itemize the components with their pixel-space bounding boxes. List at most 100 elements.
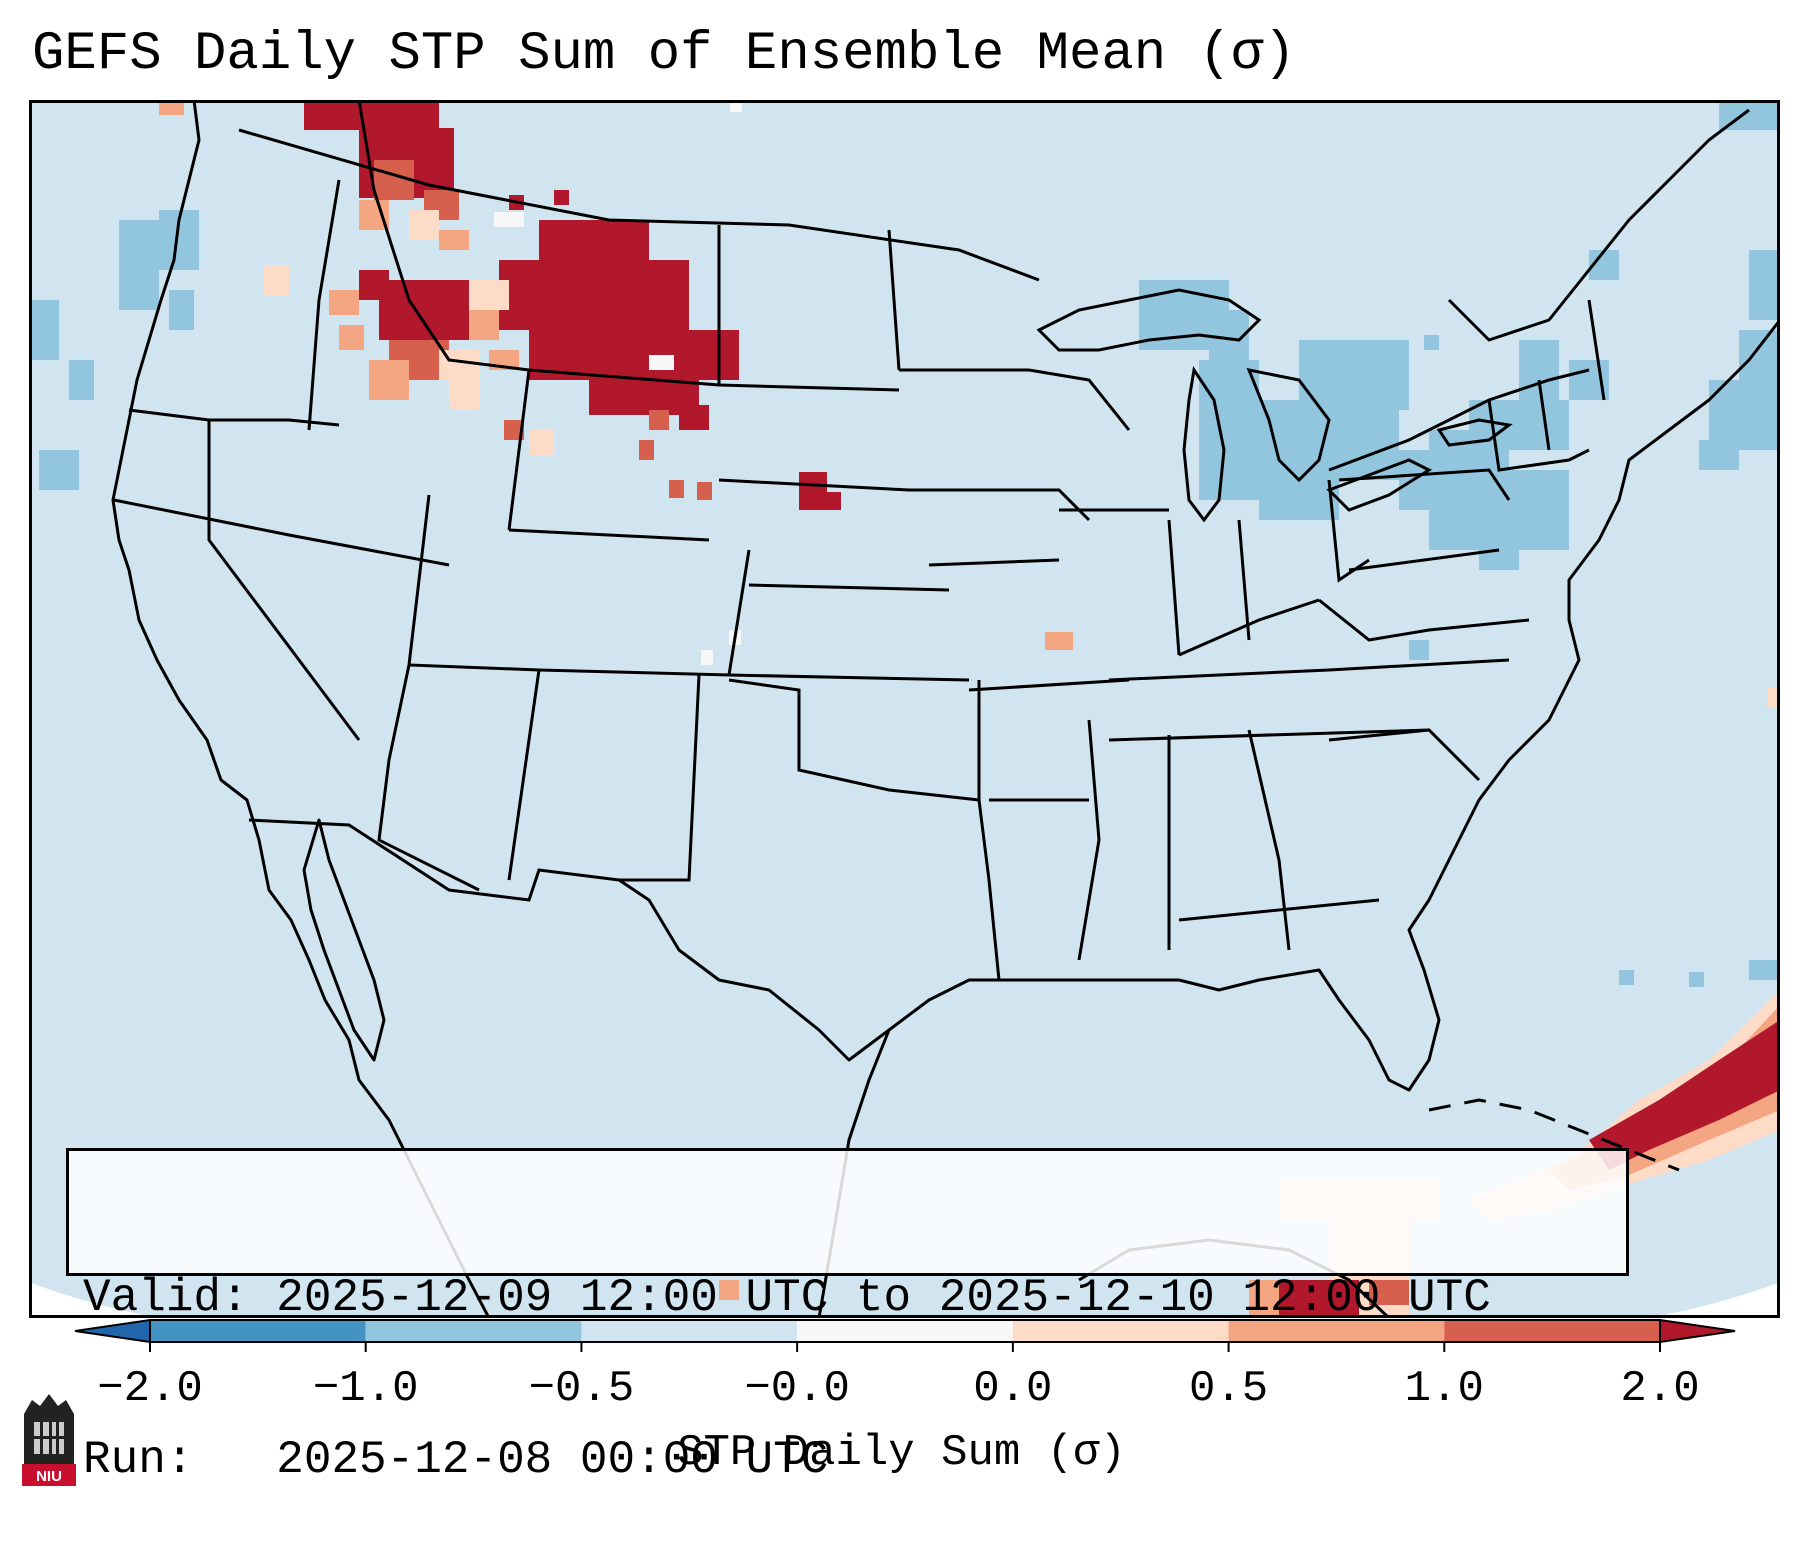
colorbar-segment	[365, 1320, 582, 1342]
colorbar-tick-label: −1.0	[312, 1364, 419, 1414]
anomaly-cell	[469, 280, 509, 310]
anomaly-cell	[529, 430, 554, 455]
anomaly-cell	[1045, 632, 1073, 650]
border-id	[307, 179, 341, 431]
canada-border-east	[1328, 368, 1590, 472]
anomaly-cell	[669, 480, 684, 498]
pacific-coast	[111, 100, 491, 1318]
great-lakes	[1036, 288, 1513, 523]
border-wy-co	[508, 528, 710, 542]
colorbar	[74, 1318, 1736, 1352]
border-az	[377, 664, 480, 892]
anomaly-cell	[1279, 1280, 1359, 1318]
anomaly-cell	[1199, 360, 1259, 500]
anomaly-cell	[1369, 1280, 1409, 1305]
border-vt-nh	[1537, 379, 1551, 451]
logo-text: NIU	[36, 1468, 62, 1485]
colorbar-tick-label: −0.5	[528, 1364, 635, 1414]
anomaly-cell	[1699, 440, 1739, 470]
anomaly-cell	[701, 650, 713, 665]
border-nd-sd	[718, 383, 900, 392]
anomaly-cell	[119, 220, 159, 310]
border-or-ca-nv	[113, 498, 450, 567]
border-nh-me	[1587, 299, 1606, 401]
border-nd-mn	[887, 229, 901, 371]
anomaly-cell	[554, 190, 569, 205]
lake-huron	[1246, 367, 1331, 483]
colorbar-tick-label: 2.0	[1620, 1364, 1700, 1414]
anomaly-cell	[649, 410, 669, 430]
border-tn-ky	[1108, 658, 1510, 682]
anomaly-cell	[1749, 250, 1780, 320]
anomaly-cell	[1469, 400, 1569, 450]
colorbar-under-extension	[74, 1318, 151, 1344]
anomaly-cell	[1429, 470, 1569, 550]
border-ok-tx	[728, 678, 980, 802]
anomaly-cell	[1519, 340, 1559, 400]
anomaly-cell	[409, 210, 439, 240]
lake-superior	[1036, 288, 1262, 352]
border-az-nm	[507, 669, 541, 881]
baja-peninsula	[302, 818, 386, 1062]
border-ky-oh	[1178, 598, 1320, 657]
run-time-text: Run: 2025-12-08 00:00 UTC	[83, 1434, 829, 1486]
projection-edge-left	[29, 1282, 159, 1318]
niu-logo: NIU	[22, 1394, 76, 1486]
anomaly-cell	[339, 325, 364, 350]
border-tn	[1108, 728, 1430, 742]
logo-band	[22, 1464, 76, 1486]
border-mt-wy	[528, 368, 720, 387]
border-wa-or	[128, 408, 340, 427]
gulf-coast	[618, 319, 1780, 1092]
border-ga-fl	[1178, 898, 1380, 922]
anomaly-cell	[827, 492, 841, 510]
anomaly-cell	[639, 440, 654, 460]
anomaly-cell	[1299, 340, 1409, 410]
border-ne-ks	[748, 583, 950, 592]
anomaly-cell	[679, 405, 709, 430]
colorbar-tick-label: −0.0	[744, 1364, 850, 1414]
border-la-ms	[1077, 719, 1101, 961]
canada-border	[238, 128, 1040, 282]
anomaly-cell	[304, 100, 439, 130]
anomaly-cell	[329, 290, 359, 315]
projection-edge-right	[1649, 1282, 1780, 1318]
chart-title: GEFS Daily STP Sum of Ensemble Mean (σ)	[32, 24, 1296, 85]
lake-erie	[1326, 458, 1433, 512]
anomaly-cell	[1424, 335, 1439, 350]
border-tx-east	[977, 680, 1001, 981]
colorbar-over-extension	[1659, 1318, 1736, 1344]
anomaly-cell	[1689, 972, 1704, 987]
frame	[29, 100, 1780, 1318]
colorbar-tick-label: 1.0	[1404, 1364, 1484, 1414]
state-borders	[113, 100, 1606, 981]
border-nm-tx	[619, 674, 701, 882]
anomaly-cell	[1749, 960, 1780, 980]
lake-ontario	[1436, 418, 1513, 447]
colorbar-segment	[797, 1320, 1013, 1342]
border-id-mt	[357, 100, 530, 372]
anomaly-cell	[264, 265, 289, 295]
border-pa-ny	[1338, 468, 1511, 501]
anomaly-cell	[697, 482, 712, 500]
border-mo-ar	[968, 678, 1130, 692]
border-ia-mo	[928, 558, 1060, 567]
colorbar-segment	[1228, 1320, 1445, 1342]
anomaly-cell	[1409, 640, 1429, 660]
border-wy-west	[507, 369, 531, 531]
map-frame	[29, 100, 1780, 1318]
colorbar-tick-label: −2.0	[97, 1364, 203, 1414]
colorbar-label: STP Daily Sum (σ)	[677, 1428, 1126, 1478]
valid-run-info-box: Valid: 2025-12-09 12:00 UTC to 2025-12-1…	[66, 1148, 1629, 1486]
anomaly-cell	[39, 450, 79, 490]
anomaly-cell	[1479, 540, 1519, 570]
border-ks-ok	[728, 673, 970, 682]
colorbar-tick-label: 0.5	[1188, 1364, 1269, 1414]
anomaly-cell	[369, 360, 409, 400]
map-panel	[29, 100, 1780, 1318]
border-va	[1318, 598, 1530, 642]
anomaly-cell	[494, 212, 524, 227]
colorbar-segment	[581, 1320, 798, 1342]
anomaly-cell	[29, 300, 59, 360]
border-new-england	[1487, 399, 1590, 472]
